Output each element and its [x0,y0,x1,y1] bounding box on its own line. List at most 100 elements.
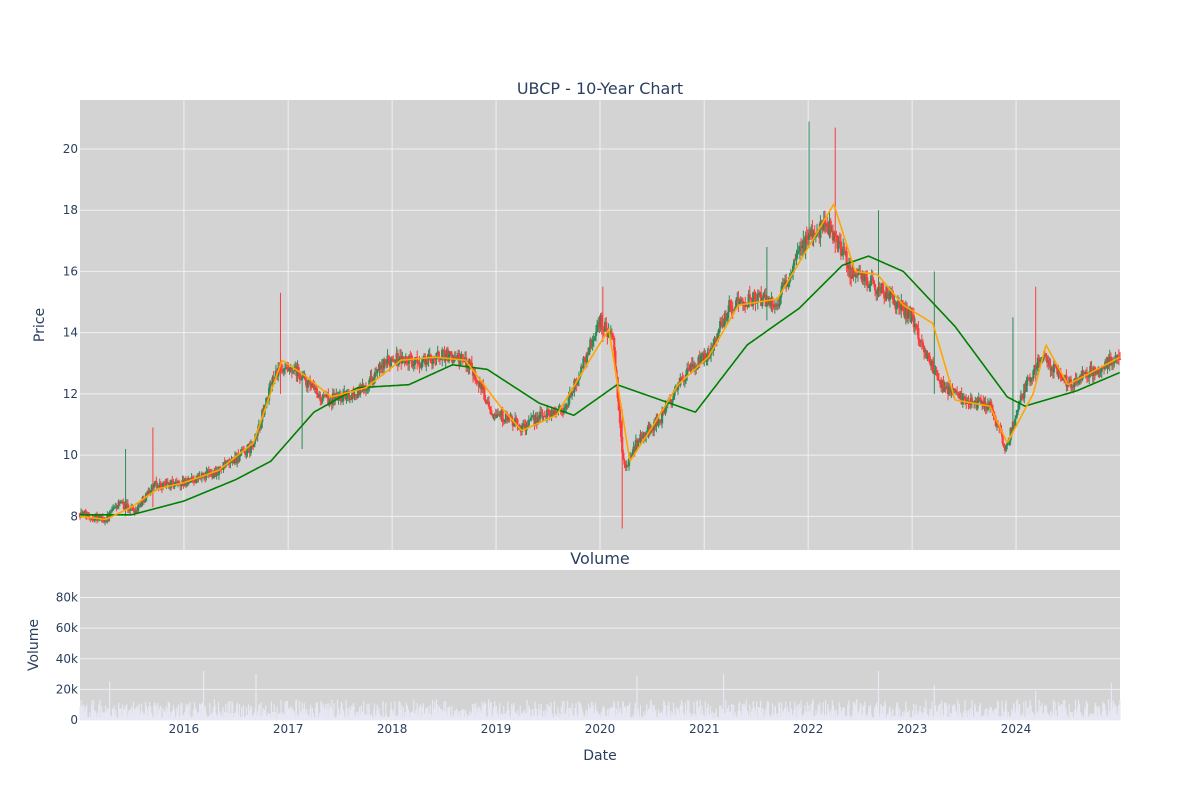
candle-body [1015,415,1018,419]
volume-bar [553,700,556,720]
volume-bar [347,714,349,720]
volume-bar [694,714,696,720]
volume-bar [623,706,626,720]
volume-bar [282,712,284,720]
candle-body [905,305,909,319]
candle-body [623,459,626,465]
candle-body [985,407,988,410]
price-gridlines [80,100,1120,550]
candle-body [773,304,776,307]
date-tick-label: 2018 [377,722,408,736]
volume-bar [546,703,548,720]
candle-body [776,304,779,307]
candle-body [504,413,508,421]
candle-body [1014,418,1017,426]
volume-bar [260,702,262,720]
candle-body [1083,372,1086,375]
volume-bar [95,711,97,720]
volume-bar [994,708,996,720]
candle-body [635,440,639,447]
candle-body [549,415,552,417]
candle-body [629,456,632,459]
volume-bar [155,705,157,720]
candle-body [564,407,567,409]
volume-bar [629,703,631,720]
candle-body [452,360,455,364]
volume-bar [901,711,904,720]
volume-bar [1064,699,1066,720]
candle-body [630,456,633,458]
volume-bar [912,710,914,720]
candle-body [760,292,763,307]
candle-body [493,414,496,416]
candle-body [437,351,440,359]
candle-body [596,324,599,333]
volume-bar [1115,706,1117,720]
candle-body [812,232,815,241]
candle-body [1053,363,1057,365]
candle-body [411,360,414,367]
candle-body [545,409,549,418]
candle-body [353,394,356,397]
volume-bar [701,710,704,720]
volume-bar [311,707,313,720]
candle-body [567,398,570,407]
candle-body [234,456,238,463]
candle-body [845,251,848,266]
candle-body [1068,379,1071,385]
candle-body [805,235,808,238]
candle-body [127,508,131,511]
candle-body [851,267,854,279]
candle-body [627,458,631,466]
volume-bar [578,700,580,720]
candle-body [933,372,936,374]
candle-body [765,297,768,307]
candle-body [981,401,984,404]
candle-body [535,417,538,424]
candle-body [170,480,173,488]
candle-body [814,235,817,238]
candle-body [138,504,141,506]
volume-tick-label: 80k [56,591,78,605]
volume-bar [659,712,661,720]
candle-body [888,291,892,300]
volume-bar [958,703,960,720]
volume-bar [437,713,439,720]
volume-bar [492,707,495,720]
candle-body [529,417,533,421]
volume-bar [829,711,831,720]
candle-body [1025,380,1028,392]
candle-body [864,271,868,277]
candle-body [532,415,535,417]
candle-body [192,479,196,483]
candle-body [244,451,247,455]
candle-body [340,401,344,403]
volume-bar [409,712,411,720]
candle-body [447,353,451,361]
volume-bar [119,708,121,720]
candle-body [637,440,640,447]
volume-bar [733,704,735,720]
candle-body [267,387,271,401]
volume-bar [819,702,821,720]
volume-bar [946,705,948,720]
volume-bar [913,703,915,720]
volume-bar [548,705,550,720]
candle-body [928,356,931,364]
volume-bar [177,704,180,720]
candle-body [318,394,321,398]
volume-bar [445,711,447,720]
candle-body [642,432,645,439]
candle-body [868,284,871,289]
candle-body [881,283,885,293]
volume-bar [737,710,739,720]
candle-body [313,387,316,390]
volume-bar [966,710,968,720]
candle-body [1109,356,1112,366]
candle-body [927,352,930,357]
candle-body [741,301,745,306]
candle-body [250,445,254,447]
volume-bar [698,706,700,720]
